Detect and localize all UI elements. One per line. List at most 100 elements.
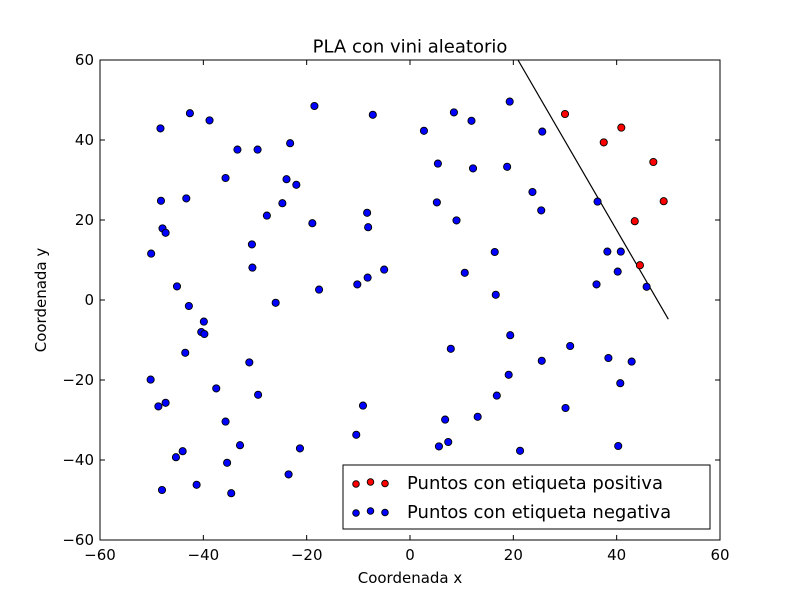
data-point-negative [212,384,221,393]
data-point-negative [308,219,317,228]
data-point-positive [617,123,626,132]
data-point-negative [178,447,187,456]
data-point-negative [161,228,170,237]
data-point-negative [566,341,575,351]
data-point-negative [221,173,230,183]
data-point-negative [248,263,257,272]
data-point-negative [616,247,625,256]
legend-box [342,464,711,530]
data-point-negative [253,145,262,154]
data-point-negative [460,268,469,277]
data-point-negative [282,175,291,184]
y-tick-label: 0 [84,291,94,309]
legend-dot [352,480,360,488]
y-tick-label: 60 [75,51,94,69]
data-point-positive [599,138,608,147]
plot-area [146,60,669,498]
data-point-negative [363,273,372,282]
data-point-negative [449,108,458,117]
data-point-negative [157,485,167,495]
data-point-negative [467,116,476,125]
y-tick-label: −40 [62,451,94,469]
data-point-negative [184,301,193,311]
data-point-negative [492,391,501,400]
data-point-negative [185,109,194,118]
data-point-negative [538,127,547,136]
data-point-negative [516,446,525,455]
legend-label-negative: Puntos con etiqueta negativa [407,502,671,523]
data-point-negative [592,280,601,289]
data-point-negative [286,139,295,148]
x-tick-label: −20 [291,546,323,564]
data-point-negative [223,458,232,467]
data-point-negative [284,470,293,479]
data-point-negative [147,249,156,258]
data-point-negative [233,145,242,154]
data-point-negative [537,206,546,215]
data-point-negative [358,401,368,410]
x-tick-label: −40 [188,546,220,564]
data-point-negative [432,198,441,207]
data-point-negative [310,101,319,111]
legend-dot [352,509,360,517]
data-point-negative [156,196,166,205]
data-point-negative [192,480,201,489]
data-point-negative [528,187,537,197]
x-axis-title: Coordenada x [358,569,463,587]
data-point-negative [537,356,546,365]
data-point-negative [380,265,389,274]
legend-marker-positive [352,478,389,488]
y-axis-title: Coordenada y [32,248,50,353]
data-point-negative [441,415,450,424]
data-point-negative [247,240,256,249]
decision-boundary-line [517,60,669,320]
data-point-negative [434,442,443,451]
data-point-negative [245,358,254,367]
series-0 [560,109,668,270]
y-tick-label: 40 [75,131,94,149]
y-tick-label: −60 [62,531,94,549]
data-point-negative [368,110,377,119]
axis-ticks: −60 −40 −20 0 20 40 60 −60 −40 −20 0 20 40 60 [62,51,729,564]
legend: Puntos con etiqueta positiva Puntos con … [342,464,711,530]
legend-marker-negative [352,507,389,517]
data-point-negative [200,329,209,339]
data-point-negative [363,208,372,217]
data-point-negative [627,357,636,366]
legend-dot [366,478,375,486]
data-point-negative [614,441,623,451]
data-point-negative [271,298,280,307]
data-point-negative [364,223,373,232]
data-point-negative [616,379,625,388]
legend-dot [366,507,375,515]
x-tick-label: 40 [607,546,626,564]
data-point-negative [352,430,361,439]
data-point-negative [146,375,155,384]
chart-title: PLA con vini aleatorio [313,37,508,58]
data-point-negative [295,444,305,453]
data-point-negative [593,197,602,206]
series-1 [146,97,651,498]
data-point-negative [433,159,442,168]
data-point-negative [642,282,651,291]
data-point-negative [315,285,324,294]
data-point-negative [254,390,263,399]
x-tick-label: 20 [504,546,523,564]
x-tick-label: 0 [405,546,415,564]
data-point-negative [603,247,612,256]
data-point-positive [630,217,639,226]
legend-label-positive: Puntos con etiqueta positiva [407,473,663,494]
data-point-negative [199,317,208,326]
data-point-negative [156,124,165,133]
data-point-negative [604,353,613,363]
data-point-negative [503,162,512,171]
data-point-negative [506,331,515,340]
data-point-negative [181,348,190,357]
data-point-negative [221,417,230,426]
data-point-negative [227,489,236,498]
data-point-positive [635,261,644,270]
data-point-negative [613,267,622,276]
data-point-negative [278,199,287,208]
data-point-positive [649,157,658,167]
